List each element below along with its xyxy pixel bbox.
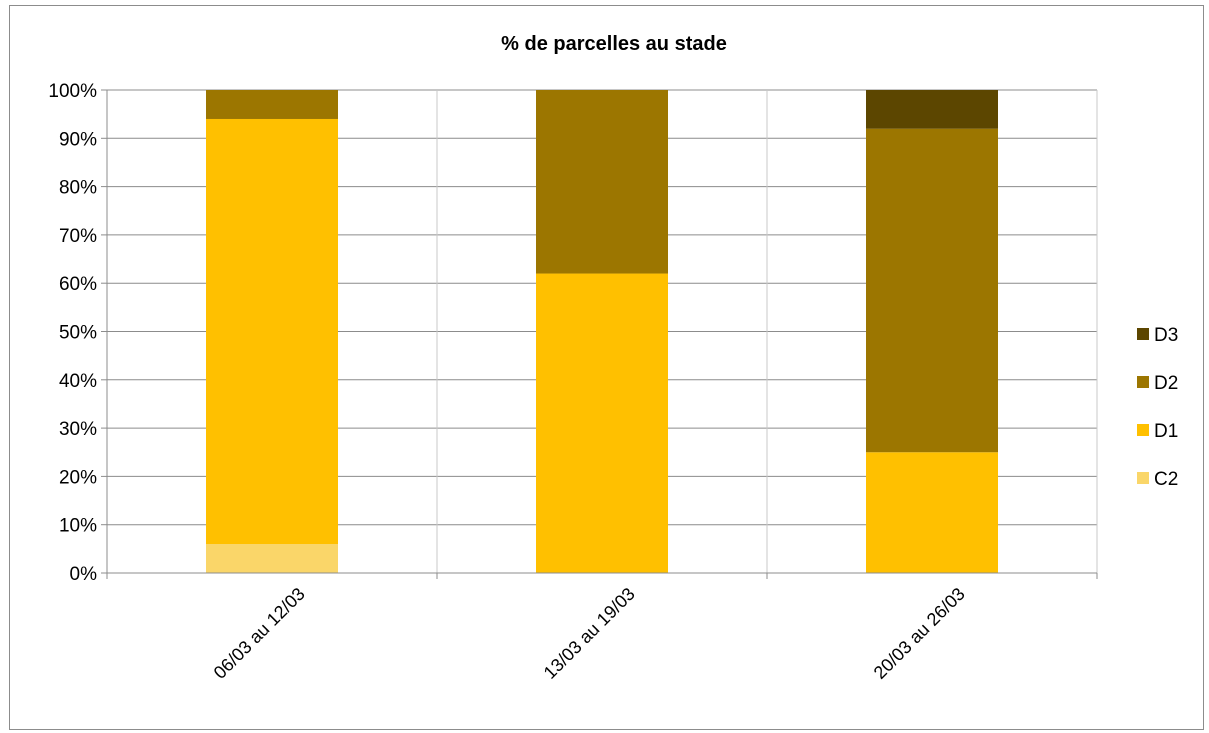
- legend-label-d3: D3: [1154, 325, 1178, 346]
- legend-label-d2: D2: [1154, 373, 1178, 394]
- bar-d2: [206, 90, 338, 119]
- bar-d3: [866, 90, 998, 129]
- chart-title: % de parcelles au stade: [501, 33, 727, 55]
- bar-d1: [866, 452, 998, 573]
- legend-swatch-d3: [1137, 328, 1149, 340]
- y-tick-label: 70%: [59, 226, 97, 247]
- bar-c2: [206, 544, 338, 573]
- y-tick-label: 40%: [59, 371, 97, 392]
- bar-d2: [536, 90, 668, 274]
- bars: [206, 90, 998, 573]
- y-tick-label: 20%: [59, 467, 97, 488]
- y-tick-label: 90%: [59, 129, 97, 150]
- y-tick-label: 30%: [59, 419, 97, 440]
- bar-d2: [866, 128, 998, 453]
- y-tick-label: 10%: [59, 516, 97, 537]
- legend-swatch-d2: [1137, 376, 1149, 388]
- y-tick-label: 50%: [59, 323, 97, 344]
- x-category-label: 13/03 au 19/03: [540, 584, 639, 683]
- legend-label-c2: C2: [1154, 469, 1178, 490]
- x-category-label: 06/03 au 12/03: [210, 584, 309, 683]
- legend: D3 D2 D1 C2: [1137, 325, 1178, 490]
- bar-d1: [206, 118, 338, 545]
- legend-swatch-c2: [1137, 472, 1149, 484]
- y-tick-label: 80%: [59, 178, 97, 199]
- y-tick-label: 60%: [59, 274, 97, 295]
- x-category-label: 20/03 au 26/03: [870, 584, 969, 683]
- legend-swatch-d1: [1137, 424, 1149, 436]
- y-tick-label: 100%: [48, 81, 97, 102]
- bar-d1: [536, 273, 668, 573]
- y-tick-label: 0%: [70, 564, 98, 585]
- legend-label-d1: D1: [1154, 421, 1178, 442]
